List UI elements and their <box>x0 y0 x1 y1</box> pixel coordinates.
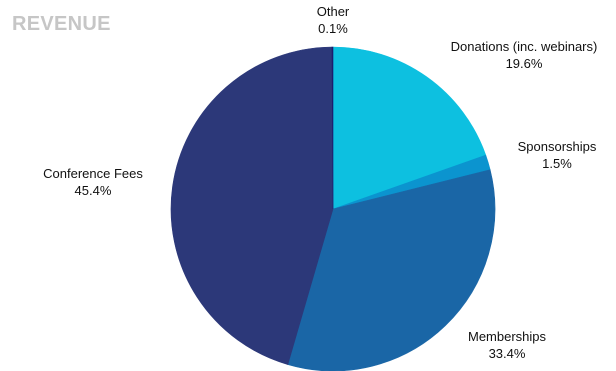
pie-slice-conference-fees <box>170 46 334 365</box>
slice-label-memberships: Memberships 33.4% <box>468 328 546 362</box>
slice-label-other: Other 0.1% <box>317 3 350 37</box>
slice-name: Sponsorships <box>517 139 597 154</box>
slice-name: Conference Fees <box>43 166 143 181</box>
slice-value: 19.6% <box>505 56 543 71</box>
slice-value: 33.4% <box>488 346 526 361</box>
slice-value: 45.4% <box>74 183 112 198</box>
pie-slice-other <box>331 46 334 210</box>
slice-label-sponsorships: Sponsorships 1.5% <box>518 138 597 172</box>
chart-title: REVENUE <box>12 13 111 35</box>
slice-label-conference-fees: Conference Fees 45.4% <box>43 165 143 199</box>
slice-value: 0.1% <box>318 21 348 36</box>
slice-name: Donations (inc. webinars) <box>450 39 598 54</box>
slice-name: Other <box>316 4 350 19</box>
slice-name: Memberships <box>467 329 547 344</box>
slice-label-donations: Donations (inc. webinars) 19.6% <box>451 38 598 72</box>
slice-value: 1.5% <box>542 156 572 171</box>
